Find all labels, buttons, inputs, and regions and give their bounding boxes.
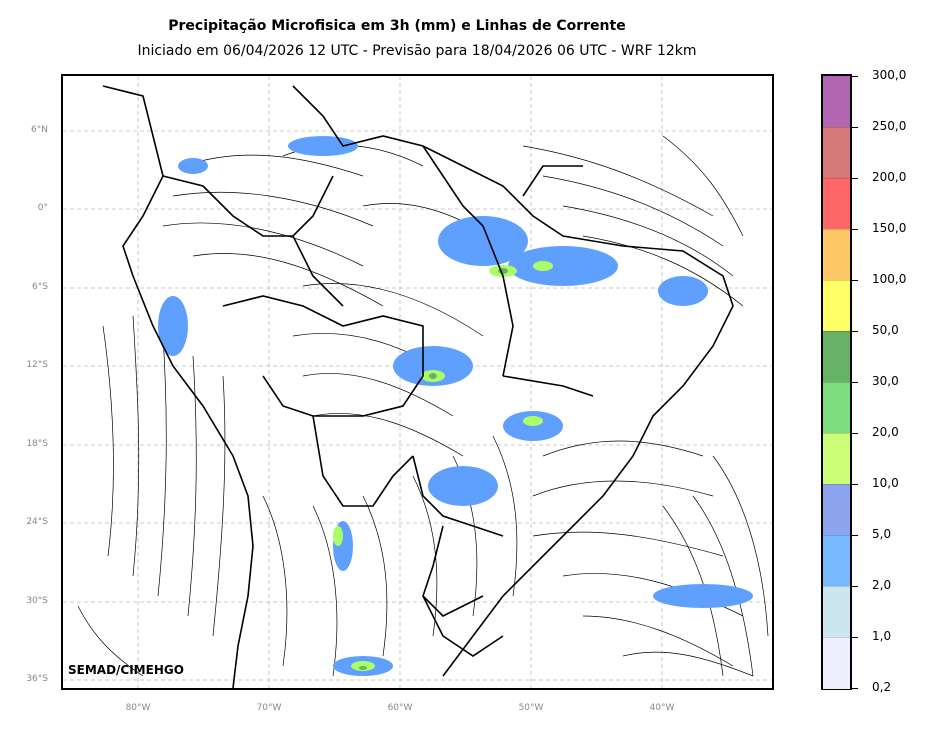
- colorbar-segment: [823, 229, 850, 281]
- lon-label-80w: 80°W: [125, 703, 151, 713]
- colorbar-tick: [852, 331, 858, 332]
- colorbar-tick: [852, 637, 858, 638]
- colorbar-tick: [852, 484, 858, 485]
- colorbar-segment: [823, 76, 850, 127]
- colorbar-tick: [852, 178, 858, 179]
- colorbar-segment: [823, 637, 850, 689]
- lon-label-50w: 50°W: [518, 703, 544, 713]
- colorbar-segment: [823, 433, 850, 485]
- colorbar-segment: [823, 535, 850, 587]
- lat-label-30s: 30°S: [26, 596, 48, 606]
- colorbar-tick: [852, 76, 858, 77]
- colorbar-label: 200,0: [872, 170, 907, 184]
- colorbar-tick: [852, 127, 858, 128]
- colorbar-tick: [852, 382, 858, 383]
- colorbar-label: 300,0: [872, 68, 907, 82]
- colorbar-segment: [823, 331, 850, 383]
- lat-label-6n: 6°N: [31, 125, 48, 135]
- colorbar-tick: [852, 688, 858, 689]
- precipitation-areas: [158, 136, 753, 676]
- colorbar-label: 1,0: [872, 629, 892, 643]
- colorbar-segment: [823, 484, 850, 536]
- lat-label-36s: 36°S: [26, 674, 48, 684]
- map-subtitle: Iniciado em 06/04/2026 12 UTC - Previsão…: [137, 43, 697, 59]
- colorbar-label: 2,0: [872, 578, 892, 592]
- colorbar-label: 10,0: [872, 476, 899, 490]
- colorbar-tick: [852, 586, 858, 587]
- colorbar-segment: [823, 127, 850, 179]
- colorbar-segment: [823, 382, 850, 434]
- colorbar-label: 30,0: [872, 374, 899, 388]
- lon-label-70w: 70°W: [256, 703, 282, 713]
- colorbar-label: 5,0: [872, 527, 892, 541]
- colorbar-tick: [852, 229, 858, 230]
- lat-label-24s: 24°S: [26, 517, 48, 527]
- colorbar-tick: [852, 280, 858, 281]
- colorbar-segment: [823, 280, 850, 332]
- lat-label-18s: 18°S: [26, 439, 48, 449]
- colorbar-tick: [852, 535, 858, 536]
- lon-label-60w: 60°W: [387, 703, 413, 713]
- colorbar-label: 50,0: [872, 323, 899, 337]
- credit-label: SEMAD/CIMEHGO: [68, 663, 184, 677]
- colorbar-label: 150,0: [872, 221, 907, 235]
- colorbar-label: 100,0: [872, 272, 907, 286]
- map-title: Precipitação Microfisica em 3h (mm) e Li…: [168, 18, 626, 34]
- map-canvas: [63, 76, 772, 688]
- colorbar-segment: [823, 586, 850, 638]
- colorbar-label: 0,2: [872, 680, 892, 694]
- map-area: [61, 74, 774, 690]
- colorbar-segment: [823, 178, 850, 230]
- lat-label-12s: 12°S: [26, 360, 48, 370]
- colorbar: [821, 74, 852, 690]
- lon-label-40w: 40°W: [649, 703, 675, 713]
- colorbar-label: 20,0: [872, 425, 899, 439]
- graticule: [63, 76, 772, 688]
- lat-label-6s: 6°S: [32, 282, 48, 292]
- country-borders: [102, 85, 734, 688]
- lat-label-0: 0°: [37, 203, 48, 213]
- colorbar-label: 250,0: [872, 119, 907, 133]
- streamlines: [77, 135, 769, 677]
- colorbar-tick: [852, 433, 858, 434]
